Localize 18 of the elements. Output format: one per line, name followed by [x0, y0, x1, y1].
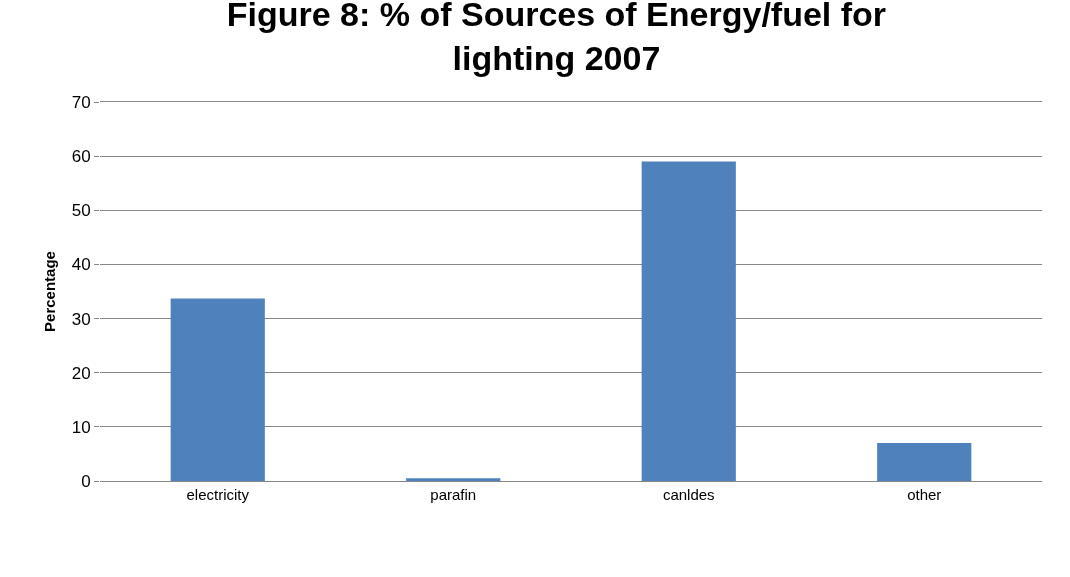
y-tick-label: 20 [71, 363, 91, 383]
bar [641, 161, 736, 481]
y-tick-label: 70 [71, 92, 91, 112]
x-tick-label: canldes [662, 486, 715, 503]
bar [406, 478, 501, 481]
y-tick-label: 10 [71, 417, 91, 437]
chart-title: Figure 8: % of Sources of Energy/fuel for lighting 2007 [226, 0, 887, 78]
y-tick-label: 0 [81, 471, 91, 491]
y-axis-title: Percentage [40, 251, 58, 332]
x-tick-label: parafin [430, 486, 477, 503]
x-tick-label: other [907, 486, 942, 503]
x-tick-label: electricity [186, 486, 250, 503]
y-tick-label: 60 [71, 147, 91, 167]
bar [170, 298, 265, 481]
y-tick-label: 30 [71, 309, 91, 329]
y-tick-label: 50 [71, 201, 91, 221]
y-tick-label: 40 [71, 255, 91, 275]
bar [877, 443, 972, 481]
